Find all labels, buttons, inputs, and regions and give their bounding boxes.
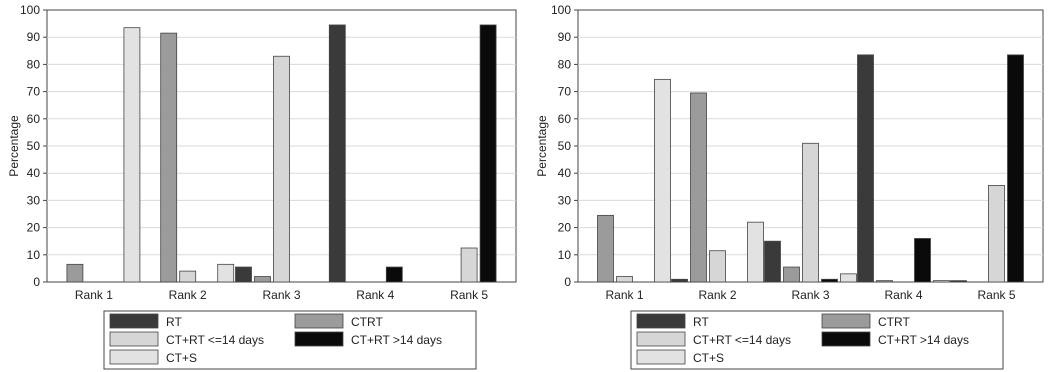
y-tick-label: 40 <box>27 166 41 180</box>
bar-ct-rt-14-days <box>273 55 290 283</box>
y-tick-label: 60 <box>27 112 41 126</box>
left-panel: 0 10 20 30 40 50 60 70 80 90 100 Percentage Rank 1 Ra… <box>7 3 517 370</box>
bar-ct-rt-14-days <box>802 142 819 283</box>
legend: RT CTRT CT+RT <=14 days CT+RT >14 days CT+S <box>630 310 1004 370</box>
legend-label-ct-s: CT+S <box>166 351 197 365</box>
bar-ctrt <box>160 32 178 283</box>
y-tick-label: 40 <box>558 166 572 180</box>
y-axis-label: Percentage <box>7 115 21 177</box>
y-tick-label: 10 <box>27 248 41 262</box>
y-tick-label: 100 <box>20 3 40 17</box>
legend-box <box>103 310 477 370</box>
right-panel: 0 10 20 30 40 50 60 70 80 90 100 Percentage Rank 1 Ra… <box>535 3 1044 370</box>
y-tick-label: 50 <box>558 139 572 153</box>
bar-rt <box>671 278 688 283</box>
x-tick-label: Rank 4 <box>356 288 394 302</box>
y-tick-label: 30 <box>27 193 41 207</box>
legend-swatch-ctrt <box>821 313 871 329</box>
legend-swatch-ct-rt-14-days <box>109 331 159 347</box>
bar-ctrt <box>876 280 893 283</box>
y-tick-label: 20 <box>558 221 572 235</box>
legend-swatch-ct-rt-14-days <box>294 331 344 347</box>
bar-ct-rt-14-days <box>914 238 931 283</box>
bar-rt <box>950 280 967 283</box>
y-tick-label: 20 <box>27 221 41 235</box>
x-tick-label: Rank 4 <box>884 288 922 302</box>
bar-ctrt <box>254 276 271 283</box>
bar-ctrt <box>66 263 84 283</box>
legend-box <box>630 310 1004 370</box>
x-tick-label: Rank 1 <box>75 288 113 302</box>
bar-ct-s <box>747 221 764 283</box>
y-tick-label: 10 <box>558 248 572 262</box>
legend-label-ct-rt-14-days: CT+RT <=14 days <box>693 333 791 347</box>
legend-swatch-ct-rt-14-days <box>821 331 871 347</box>
bar-ct-rt-14-days <box>460 247 478 283</box>
x-tick-label: Rank 2 <box>698 288 736 302</box>
y-tick-label: 90 <box>558 30 572 44</box>
y-tick-label: 70 <box>27 85 41 99</box>
x-tick-label: Rank 5 <box>450 288 488 302</box>
bar-ct-rt-14-days <box>709 250 726 283</box>
bar-ct-s <box>840 273 857 283</box>
x-tick-label: Rank 3 <box>262 288 300 302</box>
y-tick-label: 80 <box>558 57 572 71</box>
bar-ct-s <box>654 78 671 283</box>
bar-rt <box>857 54 874 283</box>
y-tick-label: 0 <box>564 275 571 289</box>
legend-label-rt: RT <box>693 315 709 329</box>
bar-ct-rt-14-days <box>1007 54 1024 283</box>
y-tick-label: 0 <box>33 275 40 289</box>
legend-label-ctrt: CTRT <box>351 315 383 329</box>
bar-ct-s <box>123 27 141 283</box>
legend-label-ct-rt-14-days: CT+RT >14 days <box>878 333 969 347</box>
legend-label-ctrt: CTRT <box>878 315 910 329</box>
bar-rt <box>235 266 252 283</box>
bar-ct-rt-14-days <box>385 266 403 283</box>
legend-label-ct-rt-14-days: CT+RT <=14 days <box>166 333 264 347</box>
legend-swatch-rt <box>109 313 159 329</box>
x-tick-label: Rank 1 <box>605 288 643 302</box>
x-tick-label: Rank 3 <box>791 288 829 302</box>
y-tick-label: 100 <box>551 3 571 17</box>
legend-swatch-ctrt <box>294 313 344 329</box>
y-tick-label: 70 <box>558 85 572 99</box>
x-tick-label: Rank 2 <box>169 288 207 302</box>
legend-label-ct-rt-14-days: CT+RT >14 days <box>351 333 442 347</box>
legend-label-ct-s: CT+S <box>693 351 724 365</box>
legend-label-rt: RT <box>166 315 182 329</box>
bar-ctrt <box>690 92 707 283</box>
bar-ct-rt-14-days <box>616 276 633 283</box>
bar-ct-s <box>933 280 950 283</box>
legend-swatch-ct-s <box>109 349 159 365</box>
legend-swatch-rt <box>636 313 686 329</box>
bar-ct-rt-14-days <box>179 270 197 283</box>
x-tick-label: Rank 5 <box>977 288 1015 302</box>
bar-ctrt <box>783 266 800 283</box>
bar-ctrt <box>597 214 614 283</box>
y-tick-label: 50 <box>27 139 41 153</box>
bar-ct-rt-14-days <box>988 185 1005 283</box>
legend-swatch-ct-rt-14-days <box>636 331 686 347</box>
y-tick-label: 80 <box>27 57 41 71</box>
bar-ct-rt-14-days <box>821 278 838 283</box>
bar-ct-rt-14-days <box>479 24 497 283</box>
y-axis-label: Percentage <box>535 115 549 177</box>
legend: RT CTRT CT+RT <=14 days CT+RT >14 days CT+S <box>103 310 477 370</box>
bar-rt <box>764 240 781 283</box>
y-tick-label: 60 <box>558 112 572 126</box>
bar-ct-s <box>217 263 235 283</box>
legend-swatch-ct-s <box>636 349 686 365</box>
y-tick-label: 30 <box>558 193 572 207</box>
y-tick-label: 90 <box>27 30 41 44</box>
bar-rt <box>328 24 346 283</box>
